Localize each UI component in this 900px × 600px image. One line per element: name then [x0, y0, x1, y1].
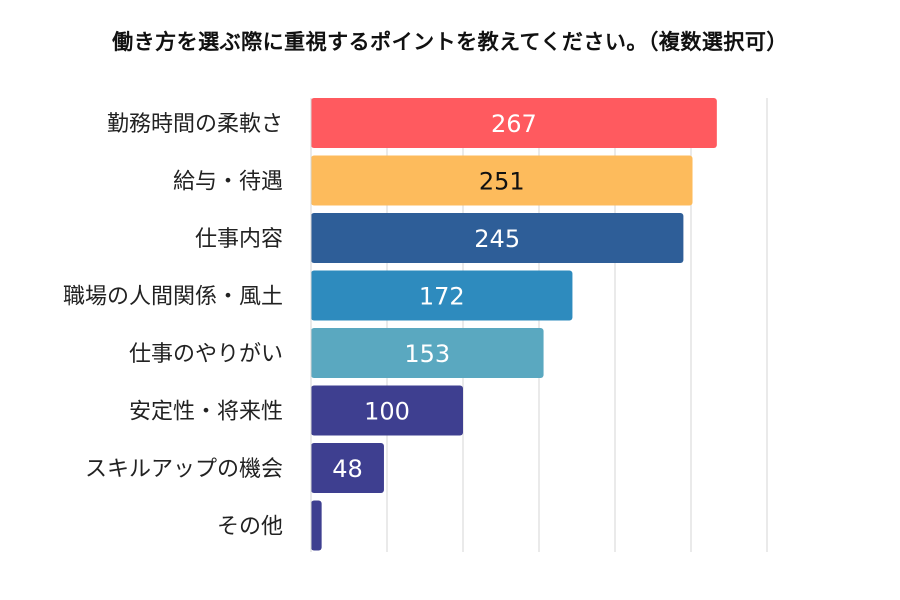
category-label: 給与・待遇 [173, 170, 283, 195]
bar [311, 443, 384, 493]
bar [311, 328, 544, 378]
data-label: 251 [479, 168, 525, 196]
category-label: その他 [217, 515, 283, 540]
bar [311, 155, 693, 206]
category-label: 仕事のやりがい [129, 342, 283, 367]
data-label: 100 [364, 398, 410, 426]
bar [311, 213, 684, 263]
bar [311, 500, 322, 551]
chart-title: 働き方を選ぶ際に重視するポイントを教えてください。（複数選択可） [112, 30, 788, 54]
data-label: 267 [491, 110, 537, 138]
bar [311, 270, 573, 321]
data-label: 172 [419, 283, 465, 311]
category-label: 仕事内容 [195, 227, 283, 252]
data-label: 153 [404, 340, 450, 368]
data-label: 245 [474, 225, 520, 253]
category-label: 安定性・将来性 [129, 400, 283, 425]
data-label: 48 [332, 455, 363, 483]
category-label: 職場の人間関係・風土 [63, 285, 283, 310]
bar [311, 385, 463, 436]
category-label: スキルアップの機会 [85, 457, 283, 482]
bar [311, 98, 717, 148]
category-label: 勤務時間の柔軟さ [107, 112, 283, 137]
